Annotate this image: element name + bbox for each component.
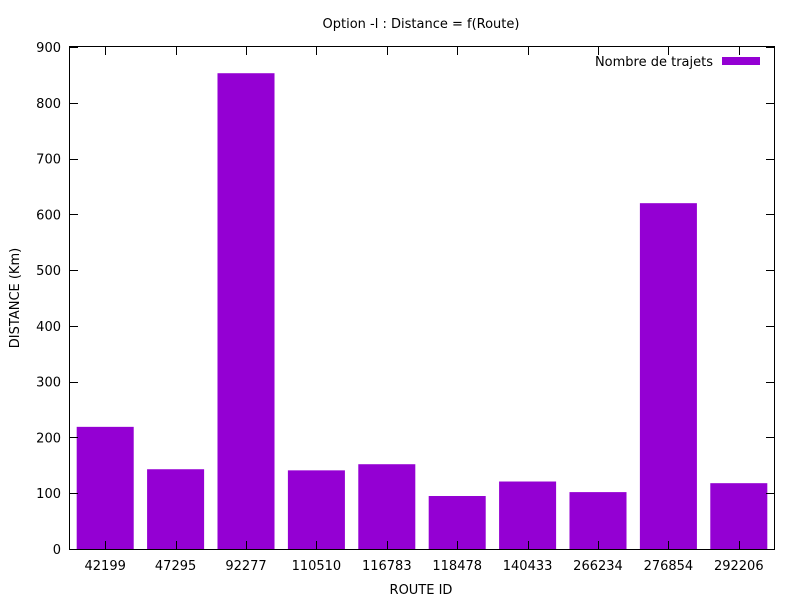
bar-42199 [76, 426, 134, 549]
y-tick-label: 900 [36, 41, 61, 56]
x-tick-label: 140433 [503, 559, 553, 574]
legend-swatch [722, 57, 760, 65]
bar-110510 [287, 470, 345, 549]
bar-116783 [358, 464, 416, 549]
legend-label: Nombre de trajets [595, 55, 713, 70]
x-tick-label: 110510 [292, 559, 342, 574]
bar-292206 [710, 483, 768, 549]
x-axis-title: ROUTE ID [390, 583, 453, 598]
x-tick-label: 266234 [573, 559, 623, 574]
x-tick-label: 118478 [432, 559, 482, 574]
bars-layer [76, 73, 768, 549]
ticks-layer: 0 100 200 300 400 500 600 700 800 900 42199 47295 92… [36, 41, 774, 574]
y-axis-title: DISTANCE (Km) [8, 248, 23, 348]
y-tick-label: 200 [36, 431, 61, 446]
y-tick-label: 0 [53, 543, 61, 558]
y-tick-label: 300 [36, 376, 61, 391]
y-tick-label: 700 [36, 153, 61, 168]
bar-118478 [428, 496, 486, 549]
y-tick-label: 800 [36, 97, 61, 112]
y-tick-label: 100 [36, 487, 61, 502]
y-tick-label: 600 [36, 208, 61, 223]
y-tick-label: 500 [36, 264, 61, 279]
x-tick-label: 47295 [155, 559, 196, 574]
x-tick-label: 276854 [644, 559, 694, 574]
chart-title: Option -l : Distance = f(Route) [323, 17, 520, 32]
y-tick-label: 400 [36, 320, 61, 335]
bar-140433 [499, 481, 557, 549]
legend: Nombre de trajets [595, 55, 760, 70]
bar-47295 [147, 469, 205, 549]
bar-276854 [639, 203, 697, 549]
bar-92277 [217, 73, 275, 549]
plot-frame [69, 46, 775, 550]
x-tick-label: 42199 [85, 559, 126, 574]
x-tick-label: 92277 [225, 559, 266, 574]
bar-266234 [569, 492, 627, 549]
x-tick-label: 292206 [714, 559, 764, 574]
x-tick-label: 116783 [362, 559, 412, 574]
